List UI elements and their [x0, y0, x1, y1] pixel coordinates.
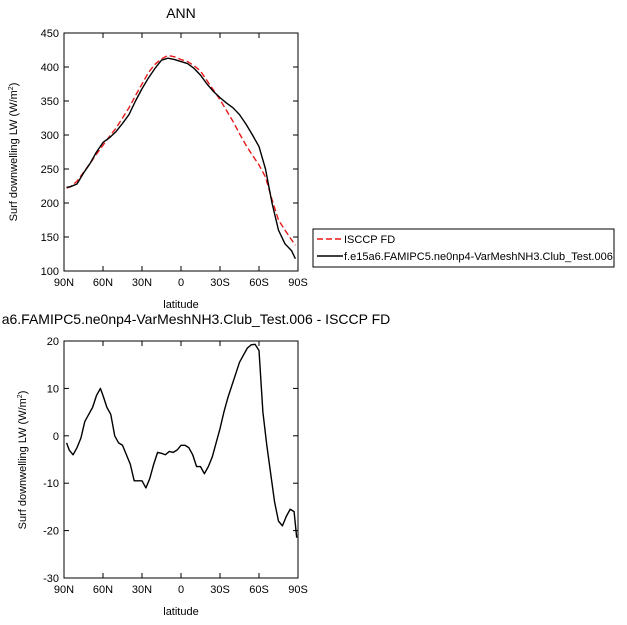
top-xtick-label-5: 60S: [249, 277, 269, 289]
bottom-chart: a6.FAMIPC5.ne0np4-VarMeshNH3.Club_Test.0…: [2, 311, 391, 618]
bottom-chart-ticks: 90N 60N 30N 0 30S 60S 90S -30 -20 -10 0 10 20: [43, 336, 308, 596]
top-ytick-label-6: 400: [41, 62, 59, 74]
top-xtick-label-2: 30N: [132, 277, 152, 289]
top-xtick-label-6: 90S: [288, 277, 308, 289]
top-chart-frame: [63, 32, 299, 272]
bottom-xtick-label-1: 60N: [93, 584, 113, 596]
top-series-line-1: [66, 57, 297, 260]
bottom-xtick-label-4: 30S: [210, 584, 230, 596]
bottom-xtick-label-6: 90S: [288, 584, 308, 596]
bottom-chart-xlabel: latitude: [163, 606, 198, 618]
bottom-xtick-label-5: 60S: [249, 584, 269, 596]
top-ytick-label-7: 450: [41, 28, 59, 40]
bottom-ytick-label-2: -10: [43, 478, 59, 490]
top-ytick-label-3: 250: [41, 164, 59, 176]
bottom-ytick-label-5: 20: [47, 336, 59, 348]
top-xtick-label-0: 90N: [54, 277, 74, 289]
bottom-chart-ylabel-main: Surf downwelling LW (W/m: [17, 398, 29, 529]
top-series-line-0: [66, 54, 296, 246]
bottom-chart-frame: [63, 340, 299, 579]
top-chart-ylabel-main: Surf downwelling LW (W/m: [8, 90, 20, 221]
legend-frame: [312, 228, 615, 268]
top-chart-series: [66, 54, 297, 260]
top-ytick-label-4: 300: [41, 130, 59, 142]
top-chart-xlabel: latitude: [163, 299, 198, 311]
bottom-chart-series: [65, 343, 298, 538]
bottom-ytick-label-0: -30: [43, 573, 59, 585]
top-chart-ylabel: Surf downwelling LW (W/m2): [8, 83, 20, 222]
bottom-chart-ylabel-sup: 2: [17, 394, 24, 398]
top-ytick-label-0: 100: [41, 266, 59, 278]
top-xtick-label-1: 60N: [93, 277, 113, 289]
top-chart-ticks: 90N 60N 30N 0 30S 60S 90S 100 150 200 250 300 350 400…: [41, 28, 308, 289]
bottom-xtick-label-0: 90N: [54, 584, 74, 596]
bottom-xtick-label-2: 30N: [132, 584, 152, 596]
bottom-ytick-label-4: 10: [47, 383, 59, 395]
bottom-ytick-label-1: -20: [43, 526, 59, 538]
top-xtick-label-4: 30S: [210, 277, 230, 289]
bottom-ytick-label-3: 0: [53, 431, 59, 443]
top-chart: ANN 90N 60N 30N 0 30S 60S 90S 100 150 200 250 300 35…: [8, 5, 308, 311]
top-chart-ylabel-sup: 2: [8, 86, 15, 90]
bottom-chart-title: a6.FAMIPC5.ne0np4-VarMeshNH3.Club_Test.0…: [2, 311, 391, 327]
legend-label-model: f.e15a6.FAMIPC5.ne0np4-VarMeshNH3.Club_T…: [344, 251, 613, 263]
legend: ISCCP FD f.e15a6.FAMIPC5.ne0np4-VarMeshN…: [312, 228, 615, 268]
bottom-series-line-0: [65, 343, 298, 538]
top-chart-title: ANN: [166, 5, 196, 21]
legend-label-isccp: ISCCP FD: [344, 234, 395, 246]
top-ytick-label-2: 200: [41, 198, 59, 210]
top-ytick-label-5: 350: [41, 96, 59, 108]
top-ytick-label-1: 150: [41, 232, 59, 244]
top-xtick-label-3: 0: [178, 277, 184, 289]
top-chart-ylabel-close: ): [8, 83, 20, 87]
bottom-chart-ylabel-close: ): [17, 391, 29, 395]
bottom-xtick-label-3: 0: [178, 584, 184, 596]
bottom-chart-ylabel: Surf downwelling LW (W/m2): [17, 391, 29, 530]
